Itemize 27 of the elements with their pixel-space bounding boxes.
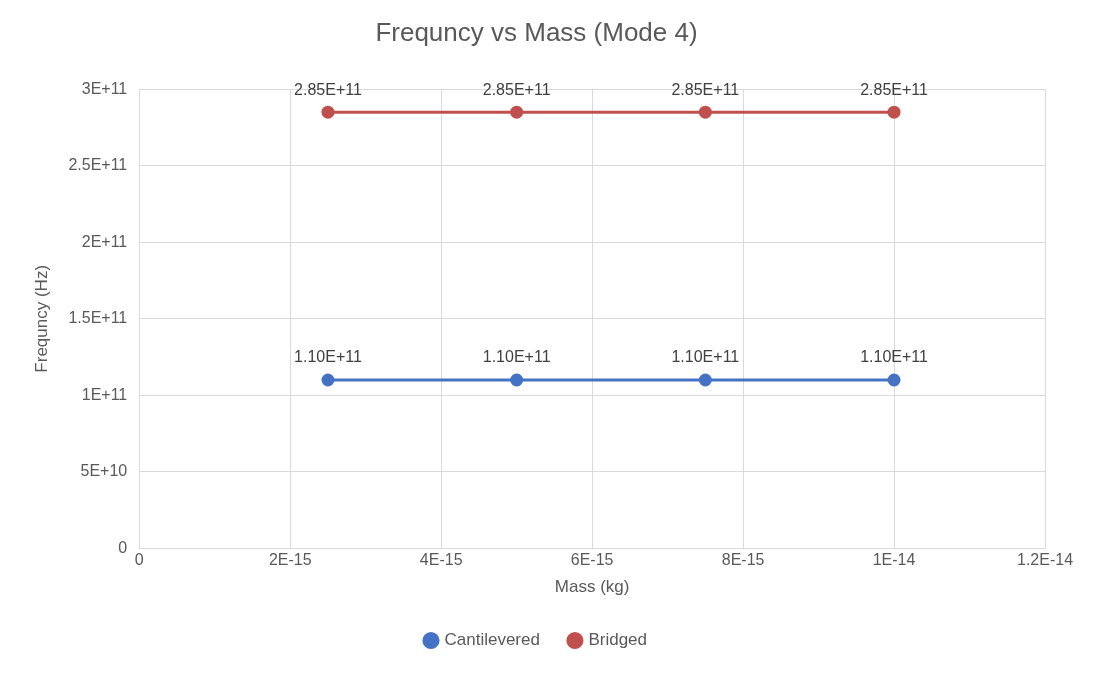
y-tick-label: 1.5E+11 (68, 309, 128, 327)
x-tick-label: 4E-15 (419, 551, 463, 569)
data-label: 2.85E+11 (294, 80, 362, 98)
data-label: 1.10E+11 (294, 348, 362, 366)
x-tick-label: 6E-15 (570, 551, 614, 569)
y-tick-label: 2E+11 (81, 232, 128, 250)
data-label: 2.85E+11 (671, 80, 740, 98)
y-axis-title: Frequncy (Hz) (31, 264, 51, 373)
x-axis-title: Mass (kg) (554, 577, 630, 597)
y-tick-label: 2.5E+11 (68, 156, 128, 174)
legend-label: Bridged (588, 630, 648, 650)
y-tick-label: 5E+10 (80, 462, 128, 480)
y-tick-label: 0 (118, 538, 128, 556)
x-tick-label: 1E-14 (872, 551, 916, 569)
legend-label: Cantilevered (444, 630, 540, 650)
y-tick-label: 1E+11 (81, 385, 128, 403)
data-label: 1.10E+11 (482, 348, 551, 366)
data-label: 2.85E+11 (482, 80, 551, 98)
y-tick-label: 3E+11 (81, 79, 128, 97)
x-tick-label: 2E-15 (268, 551, 312, 569)
data-label: 1.10E+11 (671, 348, 740, 366)
chart-title: Frequncy vs Mass (Mode 4) (375, 16, 698, 47)
data-label: 1.10E+11 (860, 348, 929, 366)
x-tick-label: 0 (134, 551, 144, 569)
data-label: 2.85E+11 (860, 80, 929, 98)
x-tick-label: 8E-15 (721, 551, 765, 569)
x-tick-label: 1.2E-14 (1016, 551, 1074, 569)
